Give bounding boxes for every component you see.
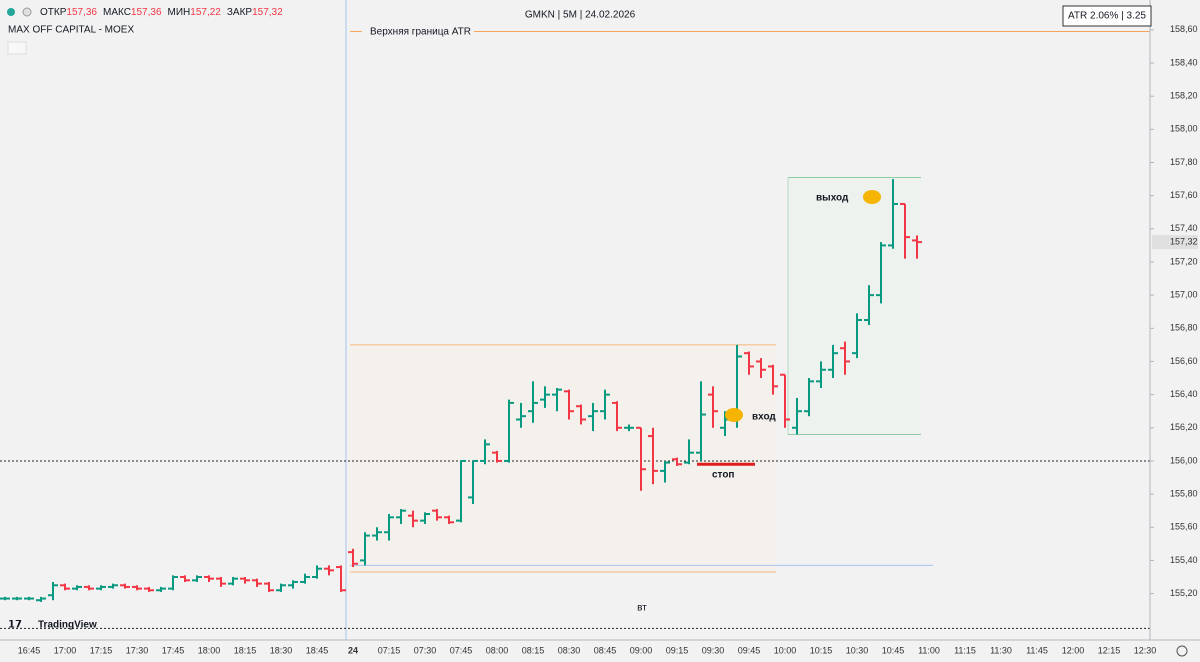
y-tick-label: 157,60 xyxy=(1170,190,1198,200)
x-tick-label: 08:45 xyxy=(594,645,617,655)
legend-label: МАКС xyxy=(103,7,131,18)
x-tick-label: 12:15 xyxy=(1098,645,1121,655)
subtitle: MAX OFF CAPITAL - MOEX xyxy=(8,25,134,36)
x-tick-label: 17:30 xyxy=(126,645,149,655)
x-tick-label: 18:00 xyxy=(198,645,221,655)
y-tick-label: 157,20 xyxy=(1170,256,1198,266)
last-price-label: 157,32 xyxy=(1170,236,1198,246)
x-tick-label: 18:45 xyxy=(306,645,329,655)
y-tick-label: 156,20 xyxy=(1170,422,1198,432)
y-tick-label: 156,60 xyxy=(1170,356,1198,366)
x-tick-label: 17:45 xyxy=(162,645,185,655)
x-tick-label: 17:00 xyxy=(54,645,77,655)
legend-value: 157,36 xyxy=(66,7,97,18)
pointing-hand-icon xyxy=(863,190,881,204)
y-tick-label: 156,80 xyxy=(1170,323,1198,333)
legend-label: ЗАКР xyxy=(227,7,253,18)
x-tick-label: 16:45 xyxy=(18,645,41,655)
plot-area xyxy=(0,0,1150,640)
x-tick-label: 24 xyxy=(348,645,358,655)
x-tick-label: 08:30 xyxy=(558,645,581,655)
legend-label: ОТКР xyxy=(40,7,67,18)
pointing-hand-icon xyxy=(725,408,743,422)
y-tick-label: 157,40 xyxy=(1170,223,1198,233)
exit-label: выход xyxy=(816,193,849,204)
logo-text: TradingView xyxy=(38,620,97,631)
x-tick-label: 12:00 xyxy=(1062,645,1085,655)
x-tick-label: 11:30 xyxy=(990,645,1012,655)
y-tick-label: 157,00 xyxy=(1170,290,1198,300)
x-tick-label: 10:15 xyxy=(810,645,833,655)
y-tick-label: 158,20 xyxy=(1170,91,1198,101)
x-tick-label: 10:30 xyxy=(846,645,869,655)
entry-label: вход xyxy=(752,412,776,423)
chart-title: GMKN | 5M | 24.02.2026 xyxy=(525,10,636,21)
status-icon xyxy=(7,8,15,16)
x-tick-label: 17:15 xyxy=(90,645,113,655)
x-tick-label: 09:45 xyxy=(738,645,761,655)
x-tick-label: 09:00 xyxy=(630,645,653,655)
x-tick-label: 10:00 xyxy=(774,645,797,655)
ohlc-legend: ОТКР157,36 МАКС157,36 МИН157,22 ЗАКР157,32 xyxy=(40,7,283,18)
y-tick-label: 156,40 xyxy=(1170,389,1198,399)
visibility-icon[interactable] xyxy=(22,7,32,17)
y-tick-label: 155,40 xyxy=(1170,555,1198,565)
x-tick-label: 08:00 xyxy=(486,645,509,655)
x-tick-label: 09:30 xyxy=(702,645,725,655)
y-tick-label: 155,80 xyxy=(1170,488,1198,498)
indicator-box xyxy=(1062,5,1152,27)
x-tick-label: 18:30 xyxy=(270,645,293,655)
x-tick-label: 07:45 xyxy=(450,645,473,655)
y-tick-label: 158,00 xyxy=(1170,124,1198,134)
x-tick-label: 11:15 xyxy=(954,645,976,655)
x-tick-label: 07:30 xyxy=(414,645,437,655)
y-tick-label: 158,40 xyxy=(1170,57,1198,67)
logo: 𝟭𝟳 xyxy=(8,620,22,631)
y-tick-label: 156,00 xyxy=(1170,455,1198,465)
x-tick-label: 11:45 xyxy=(1026,645,1048,655)
x-tick-label: 09:15 xyxy=(666,645,689,655)
x-tick-label: 12:30 xyxy=(1134,645,1157,655)
legend-value: 157,36 xyxy=(131,7,162,18)
collapse-button[interactable] xyxy=(7,41,27,55)
stop-label: стоп xyxy=(712,470,734,481)
atr-line-label: Верхняя граница ATR xyxy=(370,27,471,38)
legend-label: МИН xyxy=(168,7,191,18)
legend-value: 157,22 xyxy=(190,7,221,18)
y-tick-label: 155,20 xyxy=(1170,588,1198,598)
x-tick-label: 10:45 xyxy=(882,645,905,655)
legend-value: 157,32 xyxy=(252,7,283,18)
range-box xyxy=(350,344,776,573)
y-tick-label: 157,80 xyxy=(1170,157,1198,167)
y-tick-label: 158,60 xyxy=(1170,24,1198,34)
last-price-box xyxy=(1152,235,1198,250)
weekday-label: вт xyxy=(637,603,647,614)
x-tick-label: 07:15 xyxy=(378,645,401,655)
x-tick-label: 11:00 xyxy=(918,645,940,655)
indicator-value: ATR 2.06% | 3.25 xyxy=(1068,11,1146,22)
x-tick-label: 08:15 xyxy=(522,645,545,655)
settings-button[interactable] xyxy=(1176,645,1188,657)
exit-box xyxy=(788,177,921,435)
x-tick-label: 18:15 xyxy=(234,645,257,655)
y-tick-label: 155,60 xyxy=(1170,522,1198,532)
